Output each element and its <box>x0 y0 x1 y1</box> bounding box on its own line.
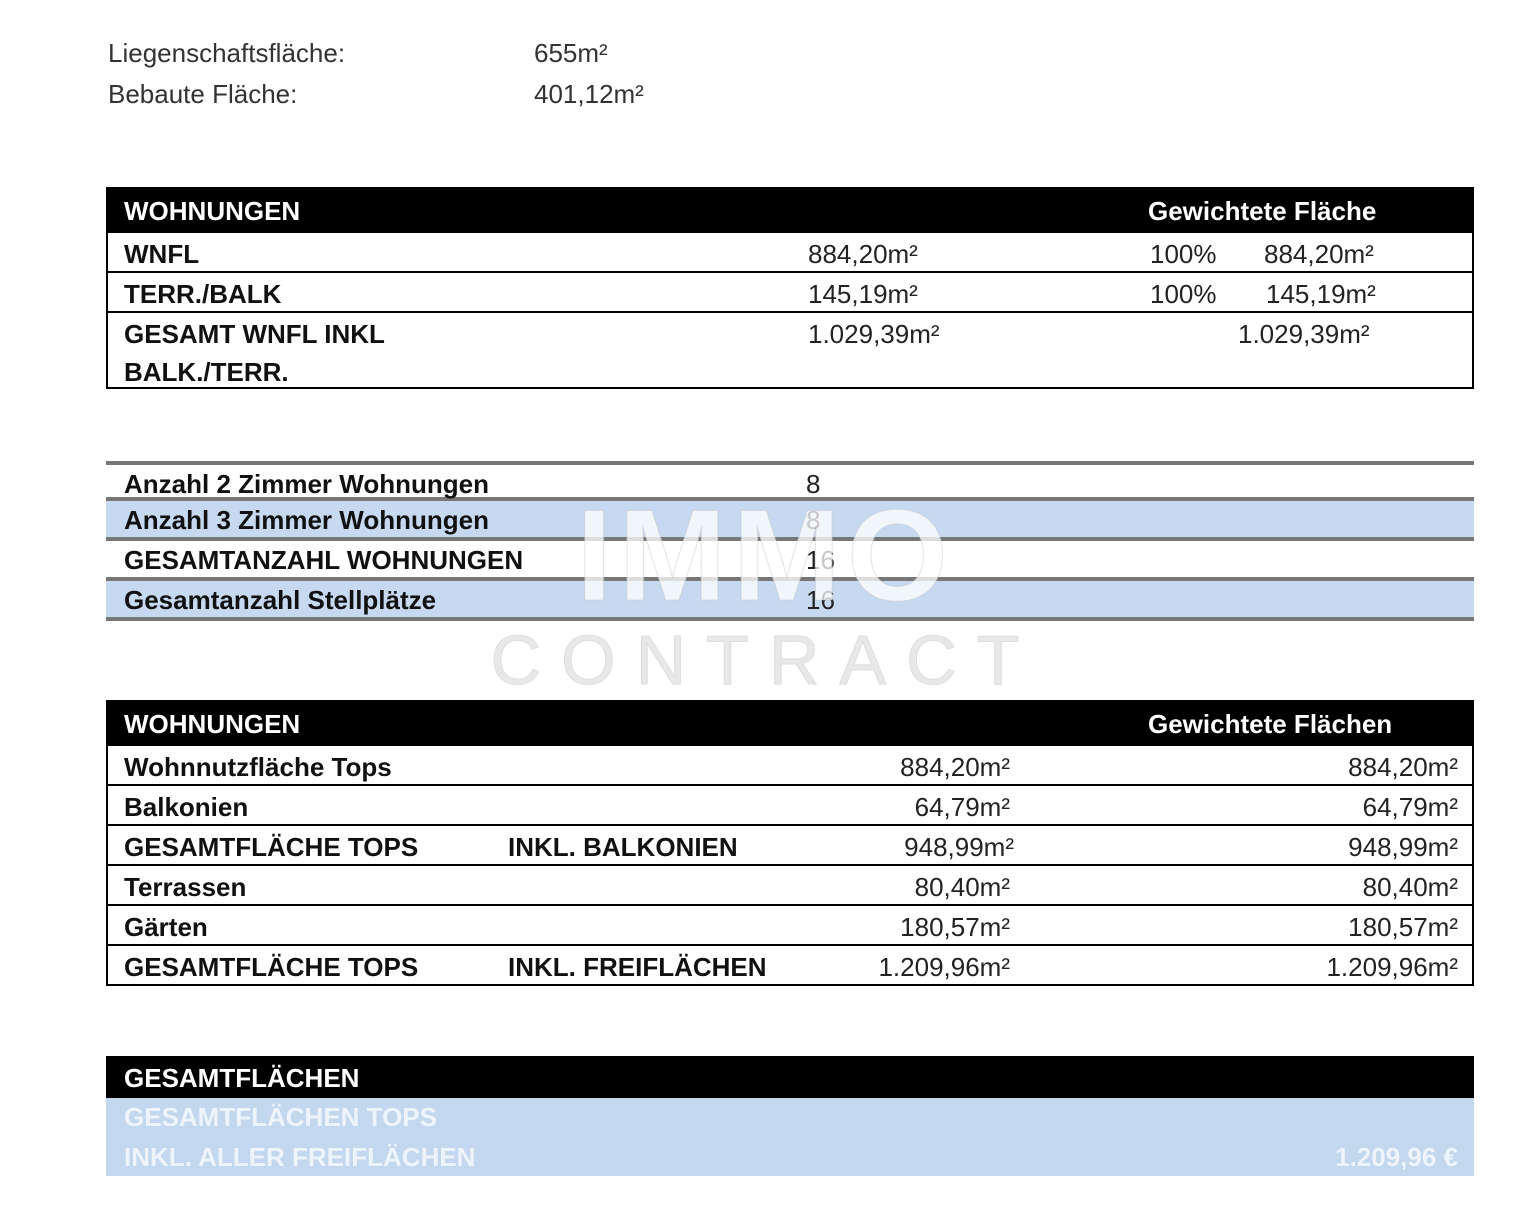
wohnungen-detail-table: WOHNUNGEN Gewichtete Flächen Wohnnutzflä… <box>106 700 1474 986</box>
row-area: 80,40m² <box>914 872 1010 902</box>
info-label: Liegenschaftsfläche: <box>108 38 346 68</box>
row-value: 8 <box>806 469 821 499</box>
table-row: GESAMTFLÄCHEN TOPS INKL. ALLER FREIFLÄCH… <box>106 1098 1474 1176</box>
table-row: Balkonien 64,79m² 64,79m² <box>108 784 1472 824</box>
row-area: 948,99m² <box>904 832 1014 862</box>
row-label: GESAMTANZAHL WOHNUNGEN <box>124 545 524 575</box>
row-label: TERR./BALK <box>124 279 282 309</box>
row-area: 145,19m² <box>808 279 918 309</box>
table-row: Terrassen 80,40m² 80,40m² <box>108 864 1472 904</box>
header-weighted: Gewichtete Flächen <box>1148 709 1393 739</box>
row-weighted: 80,40m² <box>1362 872 1458 902</box>
row-label: GESAMTFLÄCHE TOPS <box>124 832 419 862</box>
table-row: GESAMTFLÄCHE TOPS INKL. FREIFLÄCHEN 1.20… <box>108 944 1472 984</box>
row-label: GESAMTFLÄCHE TOPS <box>124 952 419 982</box>
info-value: 401,12m² <box>534 79 644 109</box>
info-value: 655m² <box>534 38 608 68</box>
row-area: 884,20m² <box>900 752 1010 782</box>
table-row: Anzahl 2 Zimmer Wohnungen 8 <box>106 461 1474 501</box>
apartment-count-table: Anzahl 2 Zimmer Wohnungen 8 Anzahl 3 Zim… <box>106 461 1474 621</box>
table-header: WOHNUNGEN Gewichtete Flächen <box>108 702 1472 744</box>
row-label: GESAMT WNFL INKL <box>124 319 385 349</box>
wohnungen-summary-table: WOHNUNGEN Gewichtete Fläche WNFL 884,20m… <box>106 187 1474 389</box>
header-weighted: Gewichtete Fläche <box>1148 196 1377 226</box>
row-label-qualifier: INKL. BALKONIEN <box>508 832 738 862</box>
row-weighted: 884,20m² <box>1264 239 1374 269</box>
row-weighted: 1.209,96m² <box>1326 952 1458 982</box>
row-area: 1.209,96m² <box>878 952 1010 982</box>
table-row: WNFL 884,20m² 100% 884,20m² <box>108 231 1472 271</box>
table-header: GESAMTFLÄCHEN <box>106 1056 1474 1098</box>
row-label: GESAMTFLÄCHEN TOPS <box>124 1102 437 1132</box>
table-row: Gärten 180,57m² 180,57m² <box>108 904 1472 944</box>
table-header: WOHNUNGEN Gewichtete Fläche <box>108 189 1472 231</box>
row-label: WNFL <box>124 239 200 269</box>
row-label-qualifier: INKL. FREIFLÄCHEN <box>508 952 767 982</box>
row-weighted: 64,79m² <box>1362 792 1458 822</box>
row-pct: 100% <box>1150 239 1217 269</box>
gesamtflaechen-table: GESAMTFLÄCHEN GESAMTFLÄCHEN TOPS INKL. A… <box>106 1056 1474 1176</box>
info-label: Bebaute Fläche: <box>108 79 298 109</box>
row-label-line2: BALK./TERR. <box>124 357 289 387</box>
table-row: GESAMTANZAHL WOHNUNGEN 16 <box>106 541 1474 581</box>
row-label: Gärten <box>124 912 208 942</box>
table-row: Wohnnutzfläche Tops 884,20m² 884,20m² <box>108 744 1472 784</box>
header-title: WOHNUNGEN <box>124 709 301 739</box>
header-title: WOHNUNGEN <box>124 196 301 226</box>
table-row: GESAMTFLÄCHE TOPS INKL. BALKONIEN 948,99… <box>108 824 1472 864</box>
row-label: Gesamtanzahl Stellplätze <box>124 585 437 615</box>
row-weighted: 948,99m² <box>1348 832 1458 862</box>
table-row: GESAMT WNFL INKL BALK./TERR. 1.029,39m² … <box>108 311 1472 387</box>
table-row: Anzahl 3 Zimmer Wohnungen 8 <box>106 501 1474 541</box>
row-label: Anzahl 3 Zimmer Wohnungen <box>124 505 489 535</box>
row-weighted: 884,20m² <box>1348 752 1458 782</box>
row-pct: 100% <box>1150 279 1217 309</box>
row-area: 64,79m² <box>914 792 1010 822</box>
row-weighted: 180,57m² <box>1348 912 1458 942</box>
header-title: GESAMTFLÄCHEN <box>124 1063 360 1093</box>
row-area: 884,20m² <box>808 239 918 269</box>
row-label: Anzahl 2 Zimmer Wohnungen <box>124 469 489 499</box>
row-value: 1.209,96 € <box>1335 1142 1458 1172</box>
row-label: Terrassen <box>124 872 247 902</box>
row-value: 8 <box>806 505 821 535</box>
row-area: 180,57m² <box>900 912 1010 942</box>
row-label: Wohnnutzfläche Tops <box>124 752 392 782</box>
row-value: 16 <box>806 545 835 575</box>
row-label: Balkonien <box>124 792 249 822</box>
row-value: 16 <box>806 585 835 615</box>
table-row: TERR./BALK 145,19m² 100% 145,19m² <box>108 271 1472 311</box>
row-weighted: 1.029,39m² <box>1238 319 1370 349</box>
table-row: Gesamtanzahl Stellplätze 16 <box>106 581 1474 621</box>
row-weighted: 145,19m² <box>1266 279 1376 309</box>
row-label-line2: INKL. ALLER FREIFLÄCHEN <box>124 1142 476 1172</box>
watermark-line2: CONTRACT <box>490 621 1040 700</box>
row-area: 1.029,39m² <box>808 319 940 349</box>
